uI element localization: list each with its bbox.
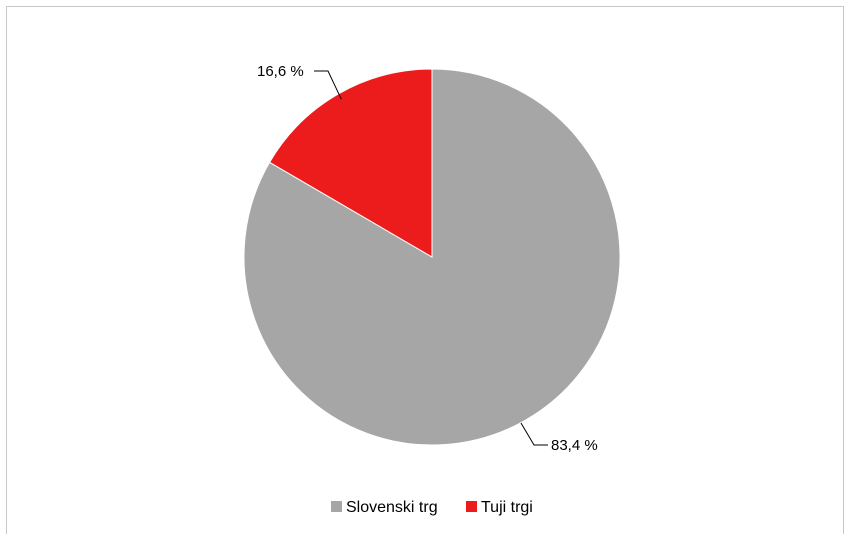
data-label-tuji-trgi: 16,6 % <box>257 63 304 80</box>
data-label-slovenski-trg: 83,4 % <box>551 437 598 454</box>
pie-slices <box>243 68 621 446</box>
leader-lines <box>314 70 548 446</box>
leader-line-tuji-trgi <box>314 70 342 100</box>
chart-border <box>6 6 844 534</box>
legend: Slovenski trg Tuji trgi <box>331 499 533 516</box>
legend-swatch-tuji-trgi <box>466 501 477 512</box>
legend-swatch-slovenski-trg <box>331 501 342 512</box>
leader-line-slovenski-trg <box>520 422 548 446</box>
legend-label-tuji-trgi: Tuji trgi <box>481 499 533 516</box>
legend-label-slovenski-trg: Slovenski trg <box>346 499 438 516</box>
data-labels: 16,6 % 83,4 % <box>257 63 598 454</box>
